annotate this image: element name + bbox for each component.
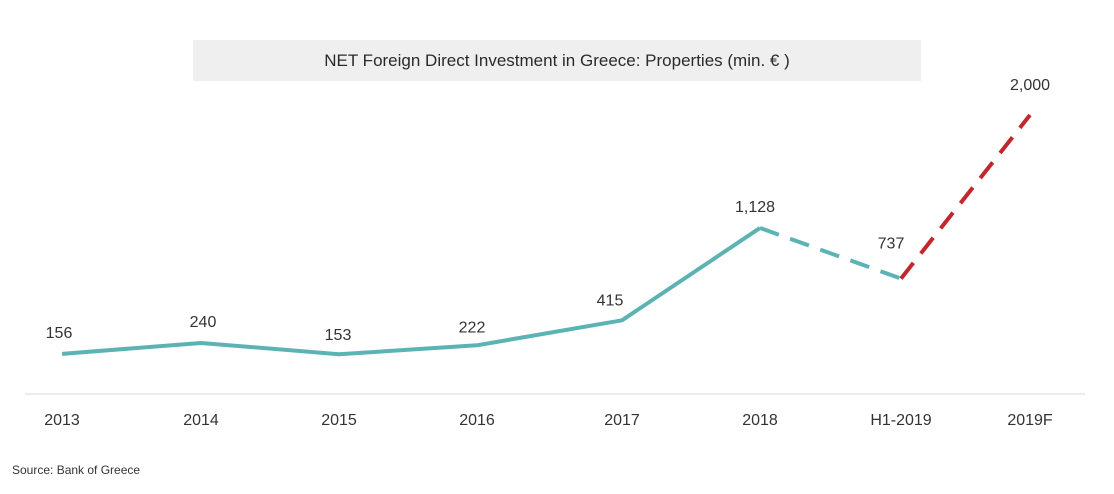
x-tick-labels: 2013 2014 2015 2016 2017 2018 H1-2019 2019F <box>44 412 1053 429</box>
data-label-H1-2019: 737 <box>878 236 905 253</box>
x-tick-label-2013: 2013 <box>44 412 80 429</box>
x-tick-label-2017: 2017 <box>604 412 640 429</box>
data-labels: 156 240 153 222 415 1,128 737 2,000 <box>46 77 1050 344</box>
series-segment-0-solid <box>61 226 762 357</box>
x-tick-label-2016: 2016 <box>459 412 495 429</box>
x-tick-label-2015: 2015 <box>321 412 357 429</box>
x-tick-label-2019F: 2019F <box>1007 412 1053 429</box>
data-label-2016: 222 <box>459 319 486 336</box>
x-tick-label-2018: 2018 <box>742 412 778 429</box>
data-label-2013: 156 <box>46 325 73 342</box>
data-label-2018: 1,128 <box>735 199 775 216</box>
chart-title-text: NET Foreign Direct Investment in Greece:… <box>324 50 790 70</box>
x-tick-label-2014: 2014 <box>183 412 219 429</box>
series-segment-2-dashed <box>899 113 1032 280</box>
data-label-2015: 153 <box>325 327 352 344</box>
series-segment-1-dashed <box>759 226 902 281</box>
source-note: Source: Bank of Greece <box>12 463 141 477</box>
data-label-2014: 240 <box>190 314 217 331</box>
series-lines <box>61 113 1032 357</box>
data-label-2019F: 2,000 <box>1010 77 1050 94</box>
x-tick-label-H1-2019: H1-2019 <box>870 412 931 429</box>
data-label-2017: 415 <box>597 292 624 309</box>
chart-title: NET Foreign Direct Investment in Greece:… <box>193 40 921 81</box>
